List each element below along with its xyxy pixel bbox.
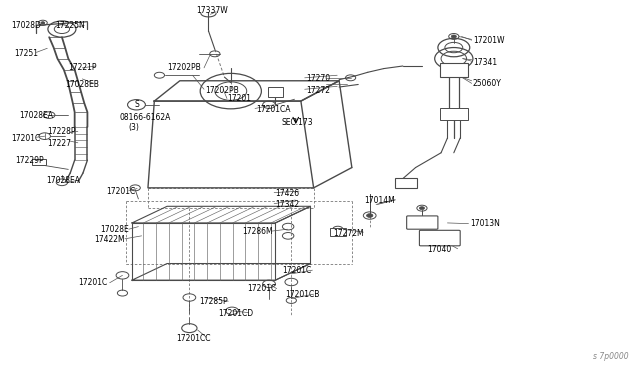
Circle shape: [367, 214, 373, 217]
Text: 17422M: 17422M: [94, 235, 124, 244]
Text: 17251: 17251: [14, 49, 38, 58]
Text: 17013N: 17013N: [470, 219, 500, 228]
Text: 17225N: 17225N: [56, 21, 85, 30]
Circle shape: [419, 207, 424, 210]
Text: 17227: 17227: [47, 139, 71, 148]
Text: 17028D: 17028D: [11, 21, 41, 30]
Text: 17272M: 17272M: [333, 229, 364, 238]
Text: 17201CB: 17201CB: [285, 291, 319, 299]
Text: 17201C: 17201C: [246, 284, 276, 293]
Text: 17229P: 17229P: [15, 156, 44, 166]
Text: 17221P: 17221P: [68, 63, 97, 72]
Text: 17342: 17342: [275, 200, 300, 209]
Bar: [395, 177, 417, 188]
Text: 17201C: 17201C: [106, 187, 136, 196]
Text: (3): (3): [129, 123, 140, 132]
Bar: [330, 228, 346, 236]
Text: 17286M: 17286M: [243, 227, 273, 235]
Text: 17270: 17270: [306, 74, 330, 83]
Text: 17014M: 17014M: [365, 196, 396, 205]
Bar: [32, 159, 46, 164]
Text: 17201W: 17201W: [473, 36, 504, 45]
Bar: [440, 109, 468, 119]
Bar: [268, 87, 283, 97]
Text: 17201CC: 17201CC: [177, 334, 211, 343]
Text: S: S: [134, 100, 139, 109]
Text: 17341: 17341: [473, 58, 497, 67]
Text: 17202PB: 17202PB: [167, 63, 201, 72]
Text: 17040: 17040: [427, 245, 451, 254]
Text: 17028EA: 17028EA: [19, 111, 53, 121]
Text: 17028E: 17028E: [100, 225, 129, 234]
Circle shape: [41, 22, 45, 24]
Text: 17201: 17201: [228, 94, 252, 103]
Text: 17228P: 17228P: [47, 127, 76, 136]
Bar: [440, 63, 468, 77]
Text: 17201C: 17201C: [282, 266, 311, 275]
Text: 17202PB: 17202PB: [205, 86, 239, 94]
Text: 17272: 17272: [306, 86, 330, 94]
Text: 17201C: 17201C: [11, 134, 40, 142]
Text: 17028EA: 17028EA: [46, 176, 80, 185]
Text: 17201CD: 17201CD: [218, 309, 253, 318]
Text: 17426: 17426: [275, 189, 300, 198]
Text: 17201CA: 17201CA: [256, 105, 291, 114]
FancyBboxPatch shape: [419, 230, 460, 246]
Text: 08166-6162A: 08166-6162A: [119, 113, 171, 122]
Text: 17285P: 17285P: [199, 297, 228, 306]
Text: s 7p0000: s 7p0000: [593, 352, 629, 361]
Circle shape: [451, 35, 456, 38]
Text: SEC.173: SEC.173: [282, 118, 314, 127]
FancyBboxPatch shape: [406, 216, 438, 229]
Text: 25060Y: 25060Y: [473, 79, 502, 88]
Text: 17201C: 17201C: [78, 278, 107, 287]
Text: 17028EB: 17028EB: [65, 80, 99, 89]
Text: 17337W: 17337W: [196, 6, 227, 15]
